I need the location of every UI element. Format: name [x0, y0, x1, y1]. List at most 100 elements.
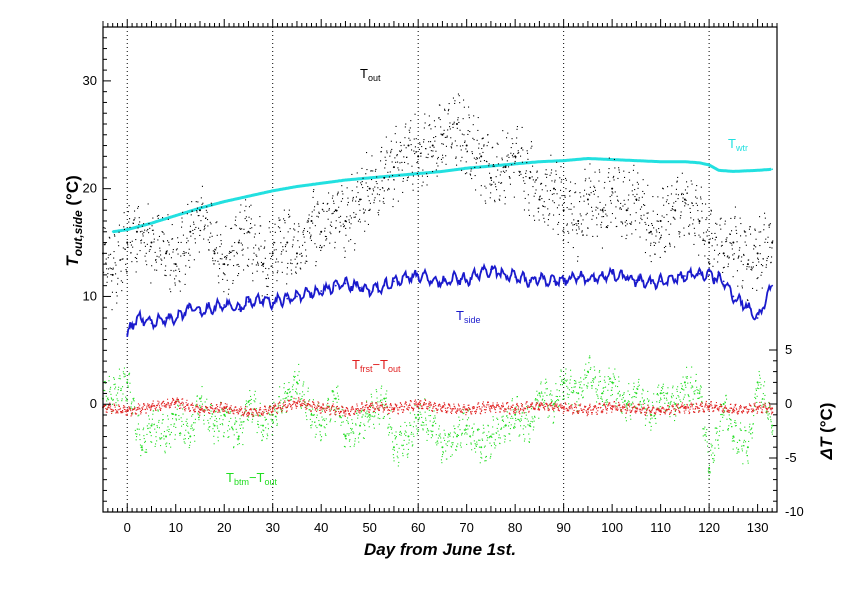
- scatter-dot: [557, 407, 559, 409]
- scatter-dot: [350, 217, 352, 219]
- scatter-dot: [456, 164, 458, 166]
- scatter-dot: [517, 152, 519, 154]
- scatter-dot: [367, 413, 369, 415]
- scatter-dot: [449, 435, 451, 437]
- scatter-dot: [239, 409, 241, 411]
- scatter-dot: [275, 408, 277, 410]
- scatter-dot: [168, 428, 170, 430]
- scatter-dot: [283, 237, 285, 239]
- scatter-dot: [520, 155, 522, 157]
- scatter-dot: [541, 403, 543, 405]
- scatter-dot: [158, 214, 160, 216]
- scatter-dot: [674, 420, 676, 422]
- scatter-dot: [404, 430, 406, 432]
- scatter-dot: [201, 386, 203, 388]
- scatter-dot: [594, 407, 596, 409]
- scatter-dot: [602, 409, 604, 411]
- scatter-dot: [661, 387, 663, 389]
- scatter-dot: [306, 419, 308, 421]
- scatter-dot: [263, 430, 265, 432]
- scatter-dot: [246, 220, 248, 222]
- scatter-dot: [694, 232, 696, 234]
- scatter-dot: [487, 401, 489, 403]
- scatter-dot: [337, 395, 339, 397]
- scatter-dot: [213, 250, 215, 252]
- scatter-dot: [259, 408, 261, 410]
- scatter-dot: [688, 396, 690, 398]
- scatter-dot: [235, 420, 237, 422]
- scatter-dot: [187, 403, 189, 405]
- scatter-dot: [150, 407, 152, 409]
- scatter-dot: [691, 385, 693, 387]
- scatter-dot: [347, 409, 349, 411]
- scatter-dot: [177, 253, 179, 255]
- scatter-dot: [405, 435, 407, 437]
- scatter-dot: [734, 420, 736, 422]
- scatter-dot: [732, 448, 734, 450]
- scatter-dot: [426, 431, 428, 433]
- scatter-dot: [647, 212, 649, 214]
- scatter-dot: [547, 416, 549, 418]
- scatter-dot: [295, 407, 297, 409]
- scatter-dot: [118, 386, 120, 388]
- scatter-dot: [380, 404, 382, 406]
- scatter-dot: [358, 411, 360, 413]
- scatter-dot: [287, 405, 289, 407]
- scatter-dot: [486, 161, 488, 163]
- scatter-dot: [231, 245, 233, 247]
- series-line: [112, 157, 772, 234]
- scatter-dot: [658, 241, 660, 243]
- scatter-dot: [214, 415, 216, 417]
- scatter-dot: [238, 437, 240, 439]
- scatter-dot: [160, 433, 162, 435]
- scatter-dot: [284, 400, 286, 402]
- scatter-dot: [363, 437, 365, 439]
- scatter-dot: [617, 386, 619, 388]
- scatter-dot: [736, 447, 738, 449]
- scatter-dot: [413, 150, 415, 152]
- scatter-dot: [687, 204, 689, 206]
- scatter-dot: [149, 407, 151, 409]
- scatter-dot: [305, 260, 307, 262]
- scatter-dot: [285, 244, 287, 246]
- scatter-dot: [240, 409, 242, 411]
- scatter-dot: [570, 203, 572, 205]
- scatter-dot: [475, 410, 477, 412]
- scatter-dot: [387, 413, 389, 415]
- scatter-dot: [494, 183, 496, 185]
- scatter-dot: [552, 422, 554, 424]
- scatter-dot: [568, 403, 570, 405]
- scatter-dot: [548, 408, 550, 410]
- scatter-dot: [476, 429, 478, 431]
- scatter-dot: [258, 249, 260, 251]
- scatter-dot: [516, 126, 518, 128]
- scatter-dot: [456, 412, 458, 414]
- scatter-dot: [407, 177, 409, 179]
- scatter-dot: [145, 412, 147, 414]
- scatter-dot: [634, 196, 636, 198]
- scatter-dot: [714, 249, 716, 251]
- scatter-dot: [160, 258, 162, 260]
- scatter-dot: [212, 408, 214, 410]
- scatter-dot: [155, 431, 157, 433]
- scatter-dot: [103, 227, 105, 229]
- data-point: [213, 252, 216, 255]
- scatter-dot: [253, 400, 255, 402]
- scatter-dot: [147, 403, 149, 405]
- scatter-dot: [144, 229, 146, 231]
- scatter-dot: [302, 405, 304, 407]
- scatter-dot: [371, 402, 373, 404]
- scatter-dot: [406, 156, 408, 158]
- scatter-dot: [282, 403, 284, 405]
- scatter-dot: [639, 400, 641, 402]
- scatter-dot: [283, 383, 285, 385]
- scatter-dot: [228, 288, 230, 290]
- scatter-dot: [553, 214, 555, 216]
- scatter-dot: [278, 396, 280, 398]
- scatter-dot: [596, 224, 598, 226]
- scatter-dot: [576, 410, 578, 412]
- scatter-dot: [466, 443, 468, 445]
- scatter-dot: [241, 244, 243, 246]
- scatter-dot: [539, 408, 541, 410]
- scatter-dot: [108, 406, 110, 408]
